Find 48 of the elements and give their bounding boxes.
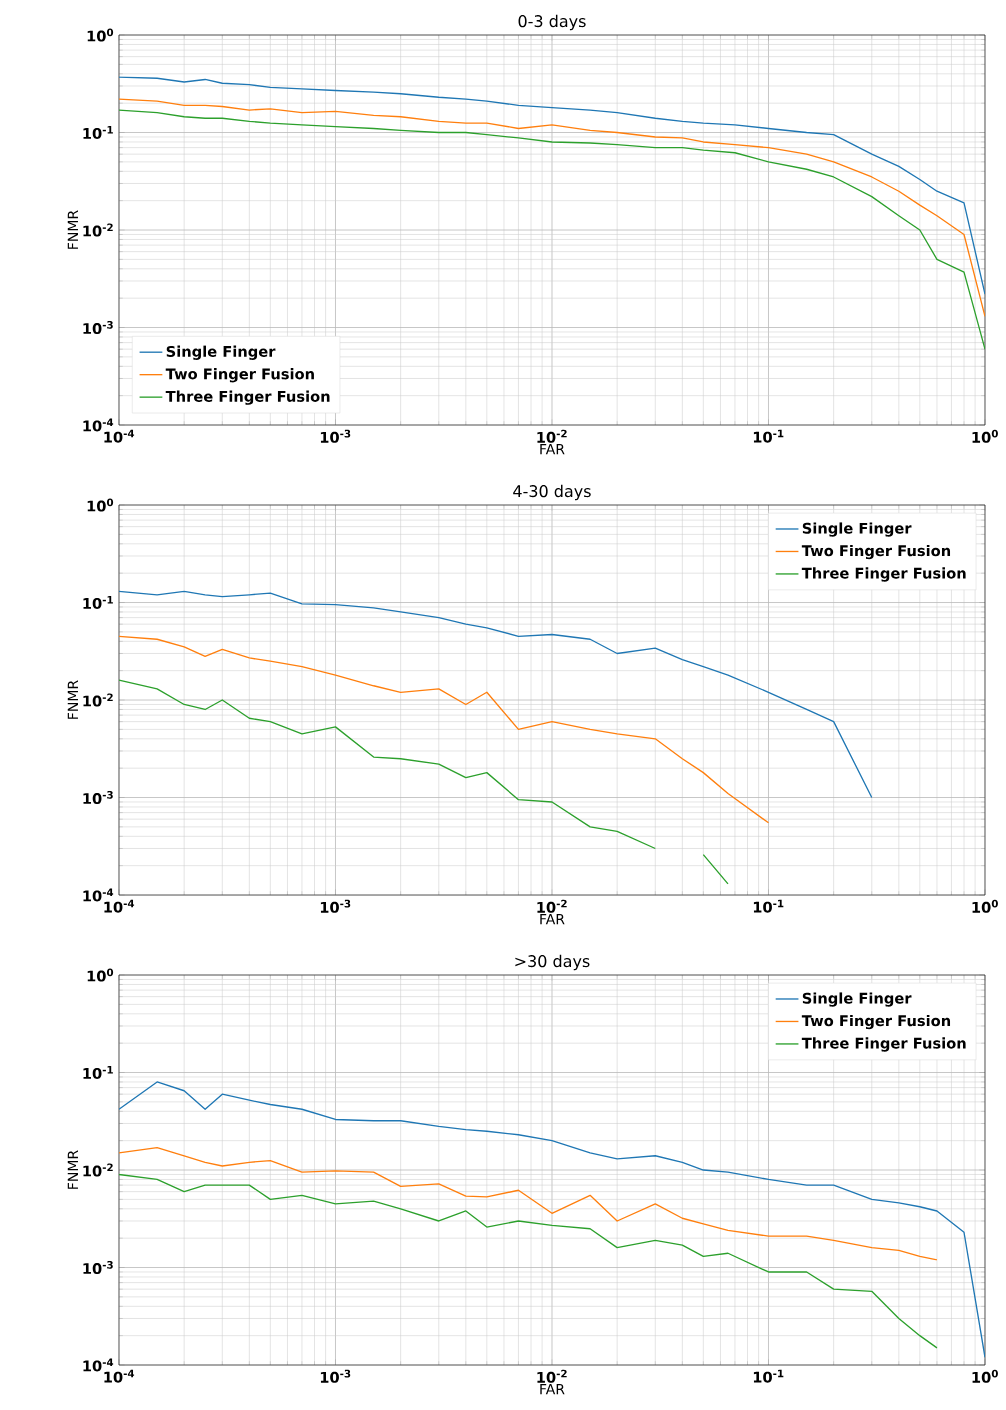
y-axis-title: FNMR [67, 680, 78, 719]
y-tick-label: 10$^{-3}$ [83, 790, 113, 805]
y-tick-label: 10$^{-4}$ [83, 418, 114, 432]
chart-title: >30 days [515, 954, 590, 971]
y-tick-label: 10$^{-2}$ [83, 1163, 113, 1177]
y-axis-title: FNMR [67, 210, 78, 249]
x-tick-label: 10$^{-1}$ [753, 899, 784, 913]
legend-label: Three Finger Fusion [801, 567, 966, 582]
y-tick-label: 10$^{-1}$ [83, 126, 113, 140]
legend-label: Two Finger Fusion [165, 368, 314, 383]
y-tick-label: 10$^{0}$ [87, 498, 114, 512]
legend-label: Two Finger Fusion [801, 544, 951, 560]
x-tick-label: 10$^{-3}$ [320, 899, 351, 913]
y-tick-label: 10$^{-2}$ [83, 223, 113, 237]
x-tick-label: 10$^{-2}$ [537, 1369, 567, 1383]
chart-title: 0-3 days [518, 14, 586, 31]
y-tick-label: 10$^{-4}$ [83, 1358, 114, 1372]
y-tick-label: 10$^{0}$ [87, 28, 114, 42]
y-tick-label: 10$^{-3}$ [83, 320, 113, 335]
x-tick-label: 10$^{-3}$ [320, 1369, 351, 1383]
chart-title: 4-30 days [513, 484, 591, 501]
x-axis-title: FAR [540, 444, 565, 455]
x-tick-label: 10$^{-1}$ [753, 1369, 784, 1383]
x-tick-label: 10$^{0}$ [972, 899, 998, 913]
x-tick-label: 10$^{-3}$ [320, 429, 351, 443]
y-axis-title: FNMR [67, 1150, 78, 1189]
x-tick-label: 10$^{-4}$ [104, 899, 135, 913]
y-tick-label: 10$^{-1}$ [83, 1066, 113, 1080]
x-tick-label: 10$^{-2}$ [537, 429, 567, 443]
x-tick-label: 10$^{0}$ [972, 429, 998, 443]
legend-label: Two Finger Fusion [801, 1014, 951, 1030]
legend-label: Three Finger Fusion [165, 390, 330, 405]
y-tick-label: 10$^{-4}$ [83, 888, 114, 902]
y-tick-label: 10$^{0}$ [87, 968, 114, 982]
legend-label: Three Finger Fusion [801, 1037, 966, 1052]
y-tick-label: 10$^{-1}$ [83, 596, 113, 610]
x-tick-label: 10$^{-4}$ [104, 429, 135, 443]
x-tick-label: 10$^{-1}$ [753, 429, 784, 443]
legend-label: Single Finger [166, 345, 276, 360]
y-tick-label: 10$^{-2}$ [83, 693, 113, 707]
x-tick-label: 10$^{0}$ [972, 1369, 998, 1383]
x-tick-label: 10$^{-2}$ [537, 899, 567, 913]
legend-label: Single Finger [802, 992, 912, 1007]
y-tick-label: 10$^{-3}$ [83, 1260, 113, 1275]
x-axis-title: FAR [540, 914, 565, 925]
x-axis-title: FAR [540, 1384, 565, 1395]
x-tick-label: 10$^{-4}$ [104, 1369, 135, 1383]
legend-label: Single Finger [802, 522, 912, 537]
